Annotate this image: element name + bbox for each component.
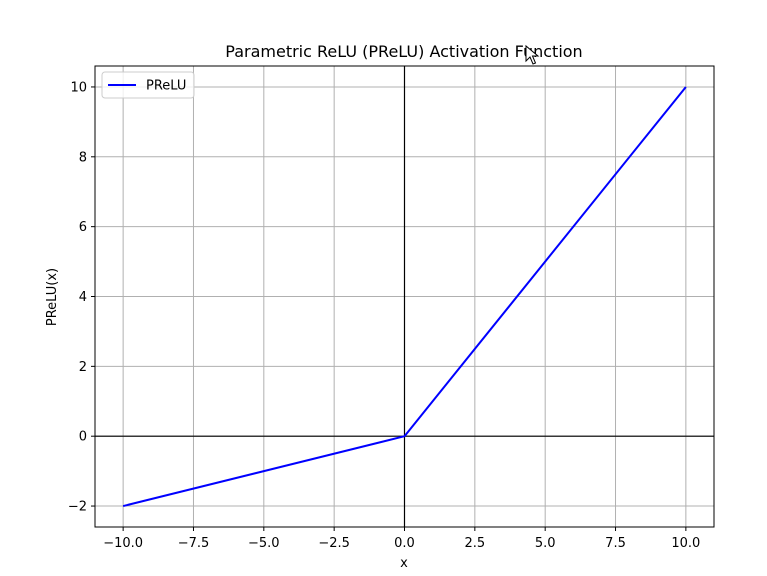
x-tick-label: 2.5 [464, 536, 485, 551]
y-axis-label: PReLU(x) [45, 268, 60, 326]
x-tick-label: 5.0 [535, 536, 556, 551]
series-group [122, 86, 687, 508]
y-axis: −2 0 2 4 6 8 10 [68, 80, 95, 515]
x-tick-label: 0.0 [394, 536, 415, 551]
x-tick-label: −5.0 [248, 536, 280, 551]
x-axis: −10.0 −7.5 −5.0 −2.5 0.0 2.5 5.0 7.5 10.0 [103, 527, 700, 551]
series-line-prelu [122, 86, 687, 508]
legend-box [101, 71, 195, 99]
legend: PReLU [101, 71, 195, 99]
y-tick-label: 6 [79, 220, 87, 235]
x-axis-label: x [400, 556, 408, 571]
y-tick-label: 4 [79, 290, 87, 305]
y-tick-label: 10 [70, 80, 87, 95]
legend-label: PReLU [146, 79, 186, 94]
x-tick-label: −7.5 [178, 536, 210, 551]
x-tick-label: 7.5 [605, 536, 626, 551]
y-tick-label: 2 [79, 360, 87, 375]
x-tick-label: 10.0 [671, 536, 700, 551]
chart-title: Parametric ReLU (PReLU) Activation Funct… [225, 42, 582, 61]
x-tick-label: −2.5 [318, 536, 350, 551]
y-tick-label: −2 [68, 500, 87, 515]
mouse-pointer-icon [525, 44, 540, 65]
y-tick-label: 8 [79, 150, 87, 165]
x-tick-label: −10.0 [103, 536, 143, 551]
y-tick-label: 0 [79, 430, 87, 445]
